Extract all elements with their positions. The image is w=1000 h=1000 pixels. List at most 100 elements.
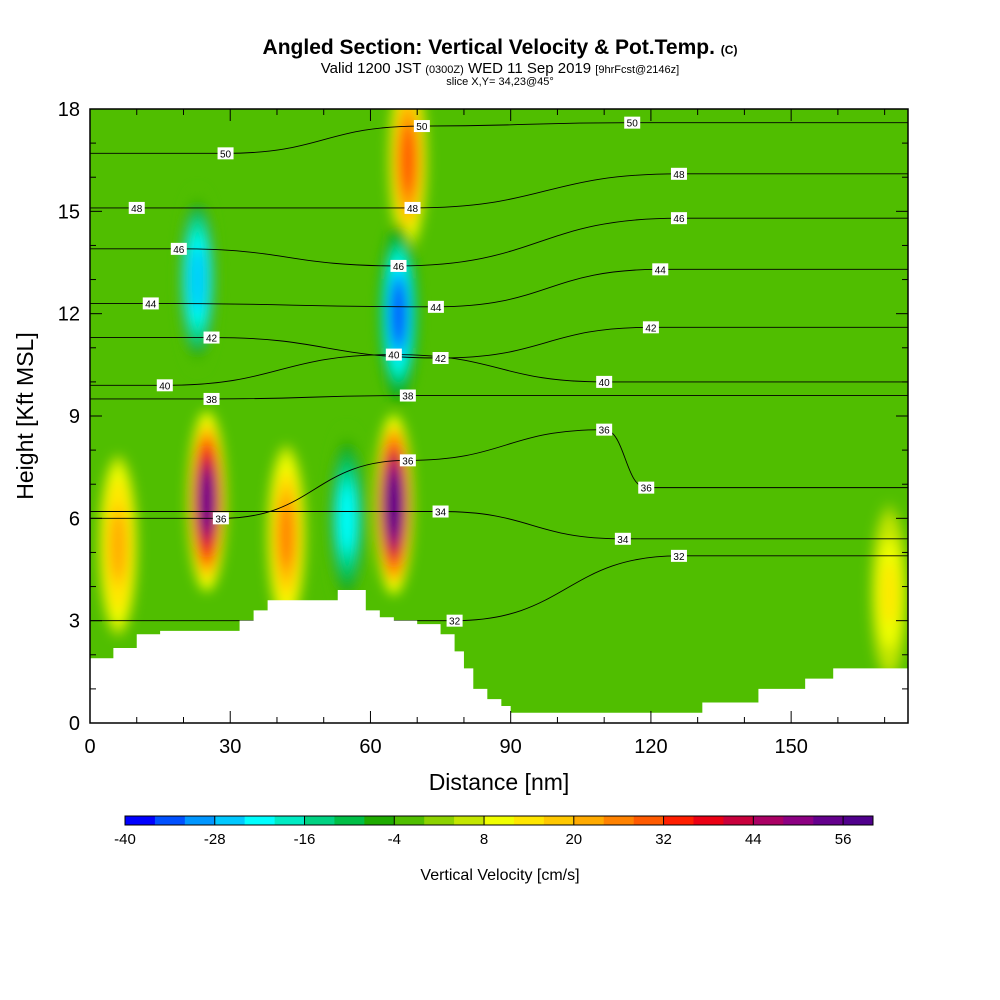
theta-contour-label: 32 xyxy=(446,614,463,628)
colorbar-tick-label: 8 xyxy=(480,831,488,848)
theta-contour-label: 34 xyxy=(614,532,631,546)
colorbar-tick-label: 20 xyxy=(565,831,582,848)
svg-text:40: 40 xyxy=(388,351,400,362)
colorbar-swatch xyxy=(513,816,545,825)
svg-text:42: 42 xyxy=(645,323,657,334)
plot-area: 32 32 34 34 36 36 36 36 38 38 40 40 40 42 42 42 44 44 44 46… xyxy=(90,109,908,723)
svg-text:34: 34 xyxy=(617,535,629,546)
svg-text:50: 50 xyxy=(416,122,428,133)
svg-text:36: 36 xyxy=(599,426,611,437)
svg-text:42: 42 xyxy=(435,354,447,365)
colorbar-swatch xyxy=(723,816,754,825)
terrain-mask xyxy=(90,589,908,723)
chart-title: Angled Section: Vertical Velocity & Pot.… xyxy=(262,36,738,59)
theta-contour-label: 42 xyxy=(642,321,659,334)
theta-contour-line xyxy=(90,395,908,400)
colorbar-swatch xyxy=(484,816,515,825)
theta-contour-label: 42 xyxy=(432,352,449,365)
colorbar-swatch xyxy=(334,816,365,825)
colorbar-swatch xyxy=(154,816,186,825)
colorbar-tick-label: 44 xyxy=(745,831,762,848)
theta-contour-label: 44 xyxy=(142,297,159,310)
y-tick-label: 0 xyxy=(69,713,80,735)
colorbar-title: Vertical Velocity [cm/s] xyxy=(420,867,579,884)
updraft-cell xyxy=(388,109,427,251)
theta-contour-label: 44 xyxy=(427,300,444,314)
colorbar-swatch xyxy=(693,816,724,825)
theta-contour-label: 40 xyxy=(156,379,173,392)
colorbar-swatch xyxy=(274,816,305,825)
theta-contour-label: 46 xyxy=(390,259,407,273)
y-tick-label: 15 xyxy=(58,201,80,223)
svg-text:44: 44 xyxy=(145,299,157,310)
colorbar-swatch xyxy=(304,816,335,825)
theta-contour-label: 44 xyxy=(652,263,669,276)
svg-text:38: 38 xyxy=(206,395,218,406)
downdraft-cell xyxy=(178,189,217,370)
y-tick-label: 6 xyxy=(69,508,80,530)
theta-contour-line xyxy=(90,326,908,359)
colorbar-swatch xyxy=(603,816,634,825)
chart-subtitle-valid: Valid 1200 JST (0300Z) WED 11 Sep 2019 [… xyxy=(320,60,680,77)
svg-text:32: 32 xyxy=(673,552,685,563)
colorbar-swatch xyxy=(753,816,784,825)
colorbar-swatch xyxy=(184,816,216,825)
colorbar-tick-label: -16 xyxy=(294,831,316,848)
updraft-cell xyxy=(870,503,908,684)
colorbar-tick-label: -28 xyxy=(204,831,226,848)
svg-text:36: 36 xyxy=(641,484,653,495)
svg-text:36: 36 xyxy=(402,456,414,467)
svg-text:48: 48 xyxy=(131,204,143,215)
theta-contour-label: 50 xyxy=(217,147,234,160)
y-tick-label: 18 xyxy=(58,99,80,121)
colorbar-swatch xyxy=(783,816,814,825)
updraft-cell xyxy=(267,445,306,626)
colorbar-swatch xyxy=(843,816,874,825)
colorbar-swatch xyxy=(813,816,844,825)
y-tick-label: 9 xyxy=(69,406,80,428)
svg-text:36: 36 xyxy=(215,514,227,525)
theta-contour-label: 36 xyxy=(638,481,655,495)
colorbar-swatch xyxy=(663,816,694,825)
y-tick-label: 3 xyxy=(69,611,80,633)
theta-contour-label: 48 xyxy=(670,167,687,181)
theta-contour-label: 36 xyxy=(399,454,416,467)
colorbar-swatch xyxy=(125,816,156,825)
theta-contour-line xyxy=(90,122,908,154)
svg-text:34: 34 xyxy=(435,508,447,519)
theta-contour-label: 42 xyxy=(203,331,220,345)
theta-contour-label: 38 xyxy=(399,389,416,403)
downdraft-cell xyxy=(379,223,418,404)
svg-text:48: 48 xyxy=(673,170,685,181)
x-axis-title: Distance [nm] xyxy=(429,769,570,795)
theta-contour-label: 48 xyxy=(128,201,145,215)
svg-text:42: 42 xyxy=(206,334,218,345)
theta-contour-label: 40 xyxy=(385,348,402,362)
theta-contour-line xyxy=(90,511,908,540)
colorbar-swatch xyxy=(573,816,605,825)
theta-contour-label: 48 xyxy=(404,201,421,215)
downdraft-cell xyxy=(328,428,367,609)
colorbar-swatch xyxy=(364,816,395,825)
colorbar-tick-label: 56 xyxy=(835,831,852,848)
svg-text:32: 32 xyxy=(449,617,461,628)
theta-contour-label: 46 xyxy=(670,212,687,225)
colorbar-swatch xyxy=(244,816,275,825)
x-tick-label: 60 xyxy=(359,736,381,758)
theta-contour-label: 36 xyxy=(596,423,613,437)
theta-contour-label: 40 xyxy=(596,375,613,389)
theta-contour-label: 50 xyxy=(413,120,430,133)
x-tick-label: 120 xyxy=(634,736,667,758)
y-axis-title: Height [Kft MSL] xyxy=(12,332,38,499)
svg-text:38: 38 xyxy=(402,392,414,403)
svg-text:48: 48 xyxy=(407,204,419,215)
updraft-cell xyxy=(374,414,413,595)
chart-subtitle-slice: slice X,Y= 34,23@45° xyxy=(446,76,554,88)
svg-text:46: 46 xyxy=(173,245,185,256)
y-tick-label: 12 xyxy=(58,304,80,326)
theta-contour-label: 38 xyxy=(203,392,220,406)
x-tick-label: 90 xyxy=(500,736,522,758)
theta-contour-label: 32 xyxy=(670,549,687,563)
svg-text:50: 50 xyxy=(627,119,639,130)
